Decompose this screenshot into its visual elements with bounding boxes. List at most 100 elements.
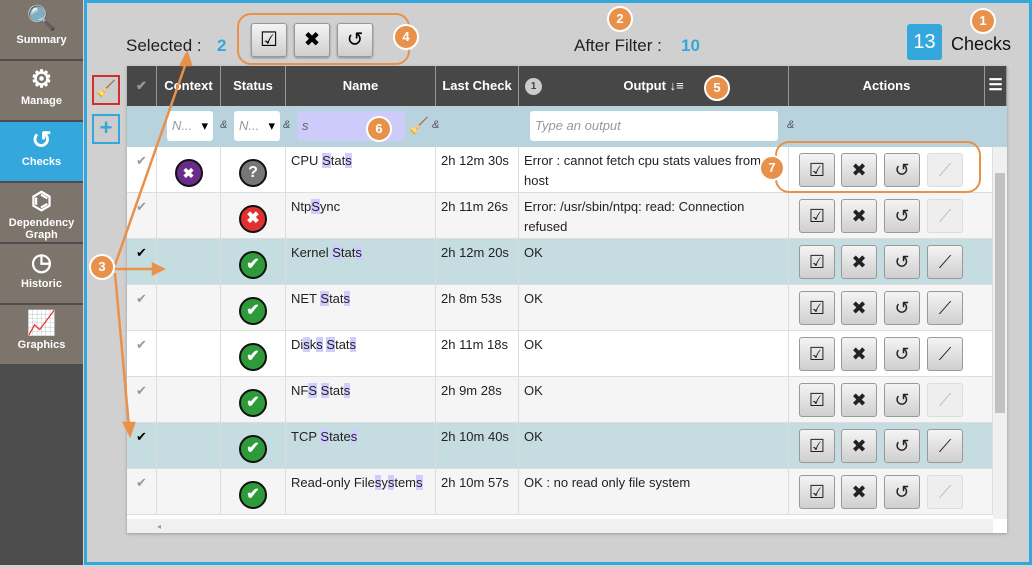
downtime-button[interactable]: ✖ xyxy=(841,153,877,187)
table-row[interactable]: ✔ ✔ Read-only Filesystems 2h 10m 57s OK … xyxy=(127,469,993,515)
check-name[interactable]: Read-only Filesystems xyxy=(291,475,423,490)
context-filter-select[interactable]: N... ▾ xyxy=(167,111,213,141)
row-checkbox[interactable]: ✔ xyxy=(127,285,157,331)
check-name[interactable]: CPU Stats xyxy=(291,153,352,168)
row-checkbox[interactable]: ✔ xyxy=(127,239,157,285)
sidebar-item-checks[interactable]: ↺ Checks xyxy=(0,122,83,181)
row-checkbox[interactable]: ✔ xyxy=(127,331,157,377)
graph-button[interactable]: ⟋ xyxy=(927,475,963,509)
callout-outline-bulk xyxy=(237,13,410,65)
status-cell: ✔ xyxy=(221,239,286,285)
actions-cell: ☑ ✖ ↺ ⟋ xyxy=(789,285,993,331)
column-context[interactable]: Context xyxy=(157,66,221,106)
table-row[interactable]: ✔ ✖ ? CPU Stats 2h 12m 30s Error : canno… xyxy=(127,147,993,193)
downtime-button[interactable]: ✖ xyxy=(841,429,877,463)
sidebar-item-manage[interactable]: ⚙ Manage xyxy=(0,61,83,120)
recheck-button[interactable]: ↺ xyxy=(884,199,920,233)
and-label: & xyxy=(283,119,291,131)
sidebar-item-graphics[interactable]: 📈 Graphics xyxy=(0,305,83,364)
sidebar-item-dependency-graph[interactable]: ⌬ Dependency Graph xyxy=(0,183,83,242)
check-name[interactable]: Disks Stats xyxy=(291,337,357,352)
total-count-badge: 13 xyxy=(907,24,942,60)
acknowledge-button[interactable]: ☑ xyxy=(799,153,835,187)
table-row[interactable]: ✔ ✔ NET Stats 2h 8m 53s OK ☑ ✖ ↺ ⟋ xyxy=(127,285,993,331)
column-output[interactable]: 1 Output ↓≡ xyxy=(519,66,789,106)
recheck-button[interactable]: ↺ xyxy=(884,291,920,325)
status-filter-select[interactable]: N... ▾ xyxy=(234,111,280,141)
acknowledge-button[interactable]: ☑ xyxy=(799,429,835,463)
recheck-button[interactable]: ↺ xyxy=(884,383,920,417)
table-row[interactable]: ✔ ✔ NFS Stats 2h 9m 28s OK ☑ ✖ ↺ ⟋ xyxy=(127,377,993,423)
recheck-button[interactable]: ↺ xyxy=(884,153,920,187)
row-checkbox[interactable]: ✔ xyxy=(127,469,157,515)
row-checkbox[interactable]: ✔ xyxy=(127,423,157,469)
downtime-button[interactable]: ✖ xyxy=(841,475,877,509)
sidebar-item-summary[interactable]: 🔍 Summary xyxy=(0,0,83,59)
check-name[interactable]: TCP States xyxy=(291,429,358,444)
sidebar: 🔍 Summary ⚙ Manage ↺ Checks ⌬ Dependency Graph ◷… xyxy=(0,0,83,565)
recheck-button[interactable]: ↺ xyxy=(884,245,920,279)
actions-cell: ☑ ✖ ↺ ⟋ xyxy=(789,377,993,423)
acknowledge-button[interactable]: ☑ xyxy=(799,245,835,279)
graph-button[interactable]: ⟋ xyxy=(927,153,963,187)
acknowledge-button[interactable]: ☑ xyxy=(799,199,835,233)
check-name[interactable]: NFS Stats xyxy=(291,383,351,398)
acknowledge-button[interactable]: ☑ xyxy=(799,337,835,371)
table-row[interactable]: ✔ ✔ Disks Stats 2h 11m 18s OK ☑ ✖ ↺ ⟋ xyxy=(127,331,993,377)
table-row[interactable]: ✔ ✔ Kernel Stats 2h 12m 20s OK ☑ ✖ ↺ ⟋ xyxy=(127,239,993,285)
row-checkbox[interactable]: ✔ xyxy=(127,147,157,193)
column-menu-icon[interactable]: ☰ xyxy=(985,66,1007,106)
downtime-button[interactable]: ✖ xyxy=(841,245,877,279)
row-checkbox[interactable]: ✔ xyxy=(127,193,157,239)
broom-icon[interactable]: 🧹 xyxy=(409,118,429,135)
graph-button[interactable]: ⟋ xyxy=(927,291,963,325)
horizontal-scrollbar[interactable]: ◂ xyxy=(127,519,993,533)
select-all-checkbox[interactable]: ✔ xyxy=(127,66,157,106)
acknowledge-button[interactable]: ☑ xyxy=(799,475,835,509)
name-cell[interactable]: NET Stats xyxy=(286,285,436,331)
recheck-button[interactable]: ↺ xyxy=(884,429,920,463)
recheck-button[interactable]: ↺ xyxy=(884,337,920,371)
table-row[interactable]: ✔ ✖ NtpSync 2h 11m 26s Error: /usr/sbin/… xyxy=(127,193,993,239)
bulk-downtime-button[interactable]: ✖ xyxy=(294,23,330,57)
output-filter-input[interactable]: Type an output xyxy=(530,111,778,141)
name-cell[interactable]: Read-only Filesystems xyxy=(286,469,436,515)
bulk-recheck-button[interactable]: ↺ xyxy=(337,23,373,57)
row-checkbox[interactable]: ✔ xyxy=(127,377,157,423)
sidebar-item-label: Summary xyxy=(16,34,67,46)
name-cell[interactable]: NFS Stats xyxy=(286,377,436,423)
check-name[interactable]: Kernel Stats xyxy=(291,245,362,260)
name-cell[interactable]: CPU Stats xyxy=(286,147,436,193)
graph-button[interactable]: ⟋ xyxy=(927,199,963,233)
column-name[interactable]: Name xyxy=(286,66,436,106)
sidebar-item-label: Historic xyxy=(21,278,62,290)
downtime-button[interactable]: ✖ xyxy=(841,337,877,371)
table-row[interactable]: ✔ ✔ TCP States 2h 10m 40s OK ☑ ✖ ↺ ⟋ xyxy=(127,423,993,469)
name-cell[interactable]: Kernel Stats xyxy=(286,239,436,285)
name-cell[interactable]: NtpSync xyxy=(286,193,436,239)
name-cell[interactable]: Disks Stats xyxy=(286,331,436,377)
clear-filters-button[interactable]: 🧹 xyxy=(92,75,120,105)
column-last-check[interactable]: Last Check xyxy=(436,66,519,106)
acknowledge-button[interactable]: ☑ xyxy=(799,383,835,417)
graph-button[interactable]: ⟋ xyxy=(927,383,963,417)
graph-button[interactable]: ⟋ xyxy=(927,429,963,463)
callout-outline-actions xyxy=(775,141,981,193)
vertical-scrollbar[interactable] xyxy=(993,147,1007,519)
graph-button[interactable]: ⟋ xyxy=(927,245,963,279)
graph-button[interactable]: ⟋ xyxy=(927,337,963,371)
downtime-button[interactable]: ✖ xyxy=(841,383,877,417)
actions-cell: ☑ ✖ ↺ ⟋ xyxy=(789,331,993,377)
downtime-button[interactable]: ✖ xyxy=(841,199,877,233)
bulk-acknowledge-button[interactable]: ☑ xyxy=(251,23,287,57)
recheck-button[interactable]: ↺ xyxy=(884,475,920,509)
name-cell[interactable]: TCP States xyxy=(286,423,436,469)
column-status[interactable]: Status xyxy=(221,66,286,106)
after-filter-count: 10 xyxy=(681,36,700,55)
acknowledge-button[interactable]: ☑ xyxy=(799,291,835,325)
check-name[interactable]: NET Stats xyxy=(291,291,351,306)
check-name[interactable]: NtpSync xyxy=(291,199,341,214)
add-filter-button[interactable]: + xyxy=(92,114,120,144)
sidebar-item-historic[interactable]: ◷ Historic xyxy=(0,244,83,303)
downtime-button[interactable]: ✖ xyxy=(841,291,877,325)
